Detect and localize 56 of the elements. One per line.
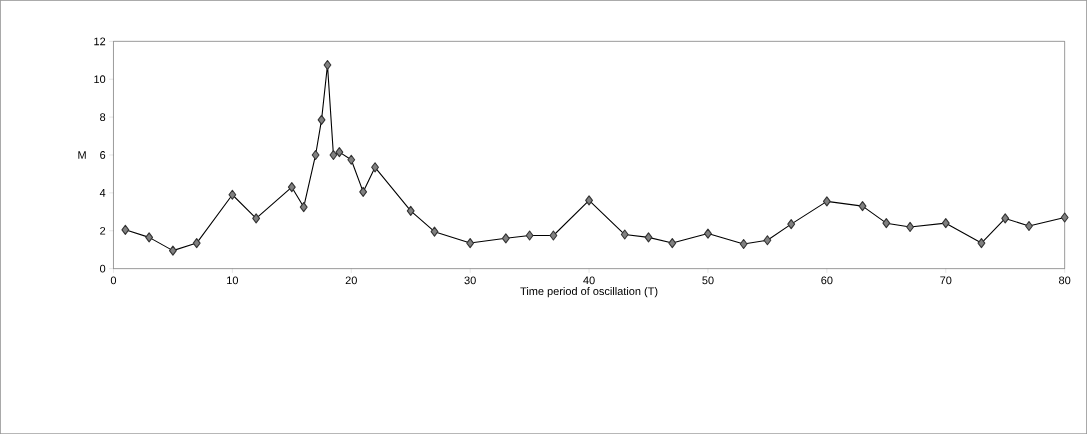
point: [430, 226, 439, 237]
x-tick-label: 50: [702, 276, 714, 285]
point: [359, 186, 368, 197]
x-tick-label: 20: [345, 276, 357, 285]
point: [311, 149, 320, 160]
x-axis-title: Time period of oscillation (T): [520, 286, 658, 298]
point: [121, 224, 130, 235]
point: [1060, 212, 1069, 223]
y-tick-label: 0: [100, 264, 106, 273]
point: [252, 213, 261, 224]
y-tick-label: 2: [100, 226, 106, 235]
point: [287, 182, 296, 193]
x-tick-label: 0: [110, 276, 117, 285]
point: [1001, 213, 1010, 224]
point: [585, 195, 593, 206]
point: [668, 237, 677, 249]
point: [335, 147, 344, 158]
y-tick-label: 12: [94, 37, 106, 46]
point: [822, 196, 831, 207]
point: [906, 221, 915, 232]
point: [977, 237, 986, 249]
point: [323, 59, 332, 71]
y-tick-label: 6: [100, 151, 106, 159]
y-tick-label: 8: [100, 113, 106, 121]
point: [644, 232, 653, 243]
point: [525, 230, 534, 241]
point: [347, 154, 356, 165]
point: [466, 237, 475, 249]
point: [787, 219, 796, 230]
x-tick-label: 60: [821, 276, 833, 285]
point: [549, 230, 558, 241]
x-tick-label: 10: [227, 276, 239, 285]
point: [168, 245, 177, 256]
x-tick-label: 40: [583, 276, 595, 285]
y-axis-title: M: [78, 151, 86, 159]
x-tick-label: 30: [464, 276, 476, 285]
point: [329, 149, 338, 160]
point: [882, 218, 891, 229]
x-tick-label: 70: [940, 276, 952, 285]
point: [145, 232, 154, 243]
point: [620, 229, 629, 240]
x-tick-label: 80: [1059, 276, 1071, 285]
point: [941, 218, 950, 229]
point: [858, 201, 867, 212]
point: [704, 228, 712, 239]
point: [299, 201, 308, 213]
point: [192, 237, 201, 249]
point: [317, 114, 326, 125]
point: [406, 205, 415, 216]
point: [501, 233, 510, 244]
y-tick-label: 4: [99, 189, 106, 197]
y-tick-label: 10: [94, 75, 106, 84]
point: [371, 162, 379, 173]
point: [739, 238, 748, 249]
point: [228, 189, 237, 200]
point: [763, 235, 772, 246]
